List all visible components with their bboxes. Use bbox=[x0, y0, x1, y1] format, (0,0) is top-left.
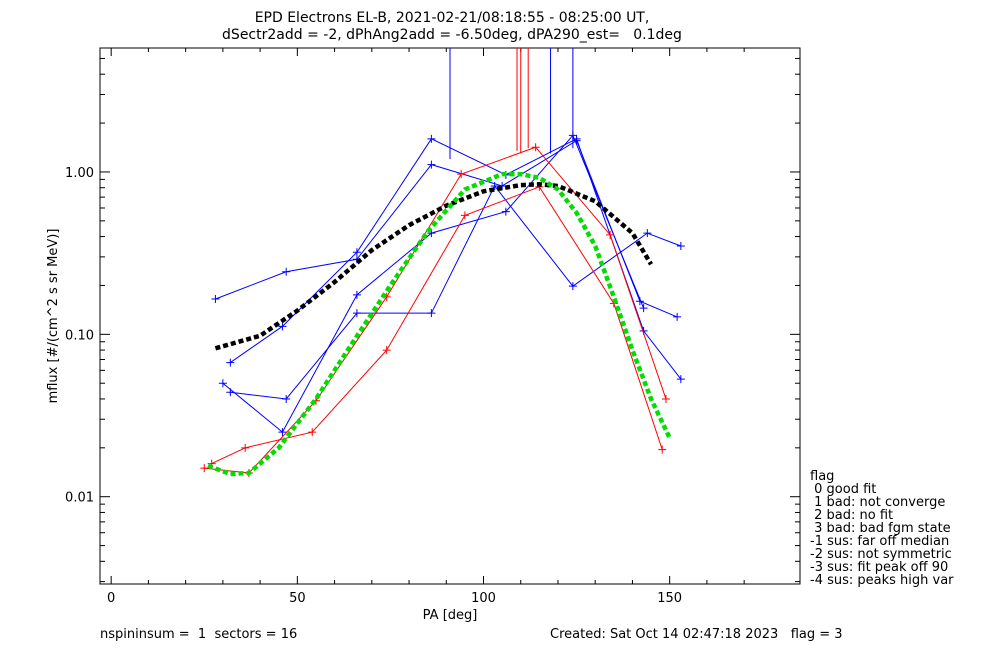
data-point bbox=[226, 388, 235, 397]
y-axis-label: mflux [#/(cm^2 s sr MeV)] bbox=[46, 229, 61, 404]
series-7 bbox=[516, 48, 529, 154]
x-tick-labels: 0 50 100 150 bbox=[107, 591, 682, 606]
data-point bbox=[673, 312, 682, 321]
legend-item: -1 sus: far off median bbox=[810, 534, 950, 549]
legend-item: -2 sus: not symmetric bbox=[810, 547, 952, 562]
legend-item: -4 sus: peaks high var bbox=[810, 573, 954, 588]
data-point bbox=[427, 134, 436, 143]
flag-legend: flag 0 good fit 1 bad: not converge 2 ba… bbox=[810, 470, 954, 587]
data-point bbox=[490, 181, 499, 190]
x-tick-label: 50 bbox=[289, 591, 306, 606]
data-point bbox=[676, 375, 685, 384]
legend-item: 0 good fit bbox=[810, 482, 877, 497]
series-line bbox=[230, 185, 682, 400]
legend-title: flag bbox=[810, 469, 835, 484]
data-point bbox=[676, 241, 685, 250]
series-layer bbox=[200, 48, 685, 477]
data-point bbox=[282, 267, 291, 276]
x-axis-label: PA [deg] bbox=[423, 608, 478, 623]
x-tick-label: 100 bbox=[471, 591, 496, 606]
series-line bbox=[222, 134, 645, 433]
data-point bbox=[200, 464, 209, 473]
data-point bbox=[226, 358, 235, 367]
data-point bbox=[352, 248, 361, 257]
data-point bbox=[308, 428, 317, 437]
chart-subtitle: dSectr2add = -2, dPhAng2add = -6.50deg, … bbox=[222, 27, 682, 43]
data-point bbox=[501, 207, 510, 216]
y-tick-label: 1.00 bbox=[65, 166, 94, 181]
data-point bbox=[427, 309, 436, 318]
series-line bbox=[230, 138, 682, 380]
footer-right: Created: Sat Oct 14 02:47:18 2023 flag =… bbox=[550, 627, 843, 642]
footer-left: nspininsum = 1 sectors = 16 bbox=[100, 627, 298, 642]
data-point bbox=[211, 295, 220, 304]
legend-item: 3 bad: bad fgm state bbox=[810, 521, 951, 536]
series-5 bbox=[200, 143, 670, 477]
data-point bbox=[457, 170, 466, 179]
y-tick-label: 0.10 bbox=[65, 328, 94, 343]
data-point bbox=[568, 282, 577, 291]
data-point bbox=[643, 229, 652, 238]
y-tick-labels: 0.01 1.00 0.10 bbox=[65, 166, 94, 506]
chart-title: EPD Electrons EL-B, 2021-02-21/08:18:55 … bbox=[255, 10, 650, 26]
fit-curve bbox=[207, 171, 672, 477]
data-point bbox=[278, 322, 287, 331]
series-4 bbox=[449, 48, 574, 160]
series-line bbox=[211, 186, 663, 465]
x-tick-label: 150 bbox=[657, 591, 682, 606]
series-3 bbox=[226, 181, 685, 403]
data-point bbox=[427, 160, 436, 169]
data-point bbox=[352, 290, 361, 299]
data-point bbox=[382, 346, 391, 355]
series-9 bbox=[207, 171, 672, 477]
data-point bbox=[531, 143, 540, 152]
data-point bbox=[218, 379, 227, 388]
axis-ticks bbox=[100, 48, 800, 584]
data-point bbox=[639, 304, 648, 313]
legend-item: 2 bad: no fit bbox=[810, 508, 894, 523]
data-point bbox=[278, 428, 287, 437]
data-point bbox=[352, 309, 361, 318]
data-point bbox=[658, 445, 667, 454]
data-point bbox=[606, 230, 615, 239]
x-tick-label: 0 bbox=[107, 591, 115, 606]
series-2 bbox=[218, 131, 648, 437]
y-tick-label: 0.01 bbox=[65, 491, 94, 506]
data-point bbox=[460, 211, 469, 220]
data-point bbox=[282, 394, 291, 403]
data-point bbox=[241, 443, 250, 452]
fit-curve bbox=[214, 182, 653, 351]
data-point bbox=[661, 394, 670, 403]
legend-item: 1 bad: not converge bbox=[810, 495, 946, 510]
series-8 bbox=[214, 182, 653, 351]
legend-item: -3 sus: fit peak off 90 bbox=[810, 560, 949, 575]
